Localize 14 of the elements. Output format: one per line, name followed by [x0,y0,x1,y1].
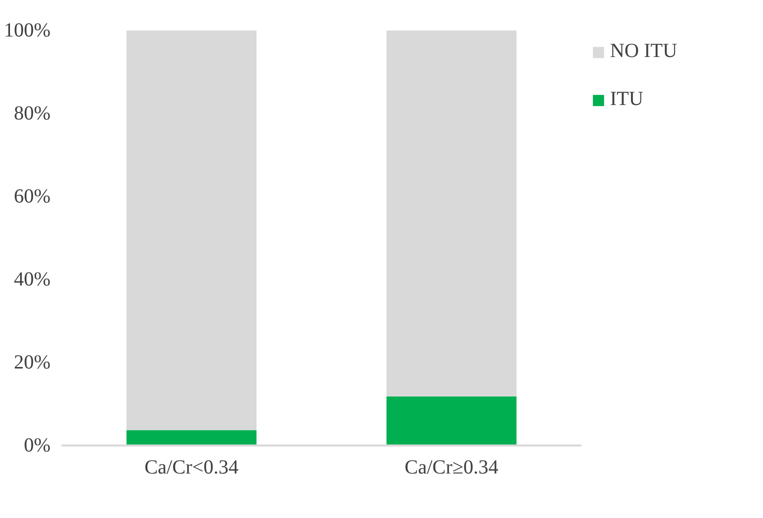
y-tick-label: 0% [24,434,51,456]
y-tick-label: 60% [14,186,51,208]
x-tick-label: Ca/Cr≥0.34 [404,456,498,478]
y-tick-label: 40% [14,268,51,290]
bar [386,396,516,446]
y-tick-label: 100% [4,20,51,42]
x-tick-label: Ca/Cr<0.34 [144,456,239,478]
y-tick-label: 80% [14,102,51,124]
legend-label: ITU [610,88,644,111]
legend-label: NO ITU [610,40,678,63]
bar [126,430,256,446]
bar [386,30,516,397]
bar [126,30,256,430]
y-tick-label: 20% [14,352,51,374]
